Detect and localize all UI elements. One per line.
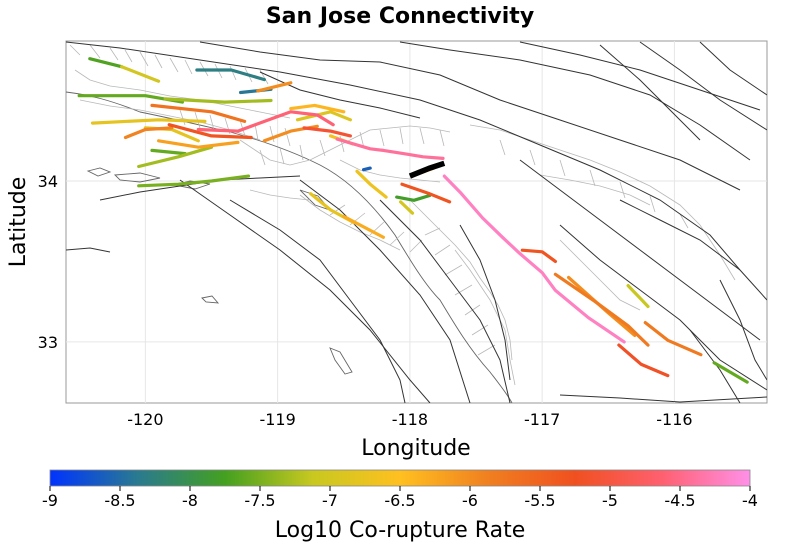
x-axis-ticks: -120 -119 -118 -117 -116	[127, 410, 692, 429]
co-rupture-fault-section	[617, 343, 670, 378]
colorbar: -9 -8.5 -8 -7.5 -7 -6.5 -6 -5.5 -5 -4.5 -4 Log10 C…	[42, 469, 758, 543]
colorbar-tick-label: -4.5	[664, 491, 695, 510]
fault-subsections	[69, 44, 736, 386]
co-rupture-fault-section	[335, 137, 445, 160]
co-rupture-fault-section	[362, 166, 372, 172]
san-jose-fault	[408, 160, 446, 179]
y-axis-ticks: 33 34	[38, 172, 58, 352]
co-rupture-fault-section	[626, 284, 650, 309]
source-fault	[408, 160, 446, 179]
y-tick-label: 34	[38, 172, 58, 191]
colorbar-tick-label: -7	[322, 491, 338, 510]
co-rupture-fault-section	[289, 103, 346, 114]
co-rupture-fault-section	[137, 174, 251, 188]
co-rupture-fault-section	[88, 57, 124, 69]
x-axis-label: Longitude	[361, 436, 470, 461]
co-rupture-fault-section	[120, 65, 161, 83]
colorbar-tick-label: -4	[742, 491, 758, 510]
co-rupture-fault-section	[90, 118, 207, 125]
co-rupture-fault-section	[355, 169, 388, 199]
colorbar-tick-label: -6.5	[384, 491, 415, 510]
x-tick-label: -116	[656, 410, 692, 429]
colorbar-tick-label: -8	[182, 491, 198, 510]
colorbar-tick-label: -8.5	[104, 491, 135, 510]
co-rupture-fault-section	[399, 200, 415, 215]
x-tick-label: -119	[259, 410, 295, 429]
x-tick-label: -118	[392, 410, 428, 429]
co-rupture-fault-section	[643, 321, 703, 357]
plot-area	[65, 40, 768, 404]
plot-frame	[65, 40, 768, 404]
colorbar-tick-label: -6	[462, 491, 478, 510]
colorbar-tick-label: -5	[602, 491, 618, 510]
co-rupture-faults	[77, 57, 749, 384]
co-rupture-fault-section	[395, 193, 432, 202]
colorbar-gradient	[49, 469, 751, 487]
co-rupture-fault-section	[520, 248, 557, 263]
co-rupture-fault-section	[302, 126, 352, 138]
co-rupture-fault-section	[400, 182, 452, 204]
y-tick-label: 33	[38, 333, 58, 352]
co-rupture-fault-section	[712, 361, 749, 384]
fault-traces	[66, 41, 767, 403]
chart-title: San Jose Connectivity	[266, 4, 534, 29]
co-rupture-fault-section	[442, 174, 626, 344]
co-rupture-fault-section	[196, 110, 335, 133]
co-rupture-fault-section	[195, 68, 266, 82]
co-rupture-fault-section	[256, 81, 293, 93]
y-axis-label: Latitude	[6, 177, 31, 268]
colorbar-tick-label: -7.5	[244, 491, 275, 510]
co-rupture-fault-section	[342, 214, 385, 239]
co-rupture-fault-section	[295, 110, 352, 122]
co-rupture-fault-section	[157, 139, 240, 149]
co-rupture-fault-section	[137, 145, 214, 169]
co-rupture-fault-section	[150, 148, 187, 156]
x-tick-label: -120	[127, 410, 163, 429]
co-rupture-fault-section	[553, 272, 650, 347]
gridlines	[66, 41, 767, 403]
colorbar-tick-label: -9	[42, 491, 58, 510]
co-rupture-fault-section	[123, 126, 174, 140]
colorbar-ticks: -9 -8.5 -8 -7.5 -7 -6.5 -6 -5.5 -5 -4.5 -4	[42, 486, 758, 510]
colorbar-tick-label: -5.5	[524, 491, 555, 510]
co-rupture-fault-section	[163, 97, 273, 104]
colorbar-label: Log10 Co-rupture Rate	[275, 518, 526, 543]
co-rupture-fault-section	[167, 123, 253, 140]
x-tick-label: -117	[524, 410, 560, 429]
co-rupture-fault-section	[150, 103, 247, 123]
